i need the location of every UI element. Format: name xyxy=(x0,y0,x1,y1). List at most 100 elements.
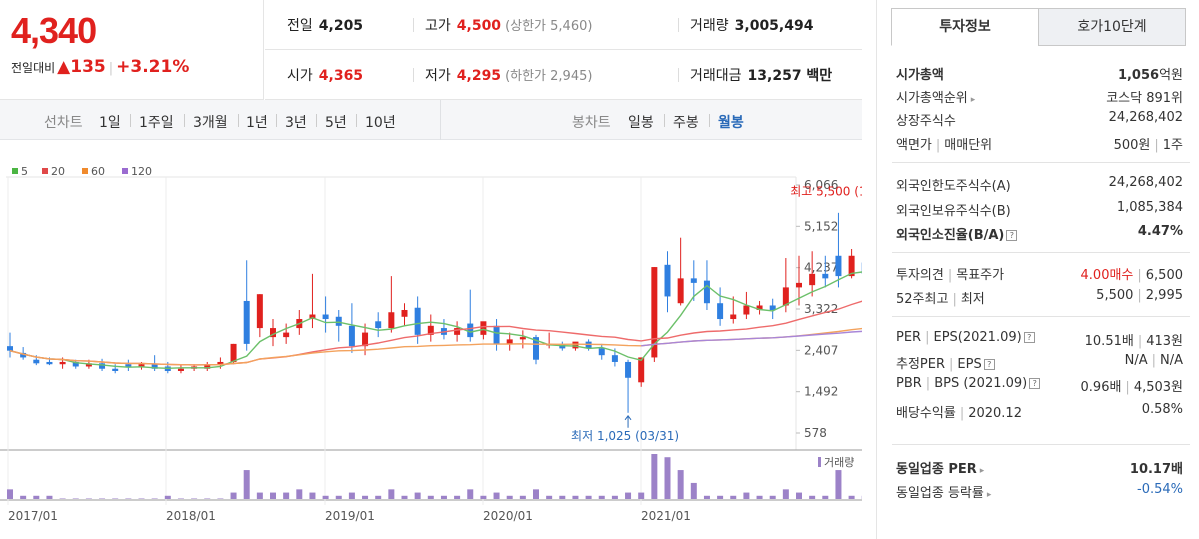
volume-bar xyxy=(559,495,566,499)
volume-bar xyxy=(717,495,724,499)
volume-bar xyxy=(59,498,66,499)
candle-weekly[interactable]: 주봉 xyxy=(673,115,699,131)
help-icon[interactable]: ? xyxy=(1006,230,1018,241)
candle-body xyxy=(59,361,66,365)
candle-monthly[interactable]: 월봉 xyxy=(718,115,744,131)
line-period-1w[interactable]: 1주일 xyxy=(139,115,174,131)
candle-body xyxy=(322,314,329,320)
line-period-3m[interactable]: 3개월 xyxy=(193,115,228,131)
x-tick-label: 2021/01 xyxy=(641,509,691,523)
line-period-10y[interactable]: 10년 xyxy=(365,115,396,131)
help-icon[interactable]: ? xyxy=(1029,378,1041,389)
change-label: 전일대비 xyxy=(11,61,56,75)
volume-bar xyxy=(454,495,461,499)
volume-bar xyxy=(822,495,829,499)
volume-bar xyxy=(256,492,263,499)
volume-bar xyxy=(270,492,276,499)
legend-label: 5 xyxy=(21,165,28,178)
candle-body xyxy=(533,337,539,360)
volume-bar xyxy=(769,495,776,499)
volume-bar xyxy=(796,492,802,499)
y-tick-label: 3,322 xyxy=(804,302,838,316)
help-icon[interactable]: ? xyxy=(1023,332,1035,343)
volume-bar xyxy=(217,498,224,499)
volume-bar xyxy=(388,489,395,499)
legend-swatch xyxy=(42,168,48,174)
day-low: 저가 4,295 (하한가 2,945) xyxy=(425,68,593,84)
volume-bar xyxy=(756,495,763,499)
volume-bar xyxy=(296,489,303,499)
y-tick-label: 1,492 xyxy=(804,385,838,399)
candle-body xyxy=(204,364,211,369)
candle-body xyxy=(677,278,684,304)
candle-body xyxy=(283,332,290,338)
volume-bar xyxy=(204,498,211,499)
chevron-right-icon[interactable]: ▸ xyxy=(979,466,985,476)
chevron-right-icon[interactable]: ▸ xyxy=(986,490,992,500)
candle-body xyxy=(690,278,697,283)
candle-body xyxy=(467,323,474,338)
volume-bar xyxy=(112,498,119,499)
candle-body xyxy=(112,368,119,371)
prev-close: 전일 4,205 xyxy=(287,18,364,34)
volume-bar xyxy=(85,498,92,499)
ma120-line xyxy=(641,330,862,347)
volume-bar xyxy=(322,495,329,499)
info-row: 투자의견 | 목표주가 4.00매수 | 6,500 xyxy=(896,268,1183,283)
legend-label: 60 xyxy=(91,165,105,178)
candle-body xyxy=(835,255,842,277)
candle-body xyxy=(217,361,224,365)
price-box: 4,340 전일대비 ▲135 | +3.21% xyxy=(0,0,264,100)
section-divider xyxy=(892,162,1190,163)
stock-chart[interactable]: 5 20 60 120 6,066 5,152 4,237 3,322 2,407 1,492 57… xyxy=(0,150,862,539)
y-tick-label: 2,407 xyxy=(804,343,838,357)
line-period-3y[interactable]: 3년 xyxy=(285,115,307,131)
volume-bar xyxy=(243,470,250,499)
info-row: 액면가 | 매매단위 500원 | 1주 xyxy=(896,138,1183,153)
info-row: 시가총액순위 ▸ 코스닥 891위 xyxy=(896,91,1183,106)
candle-body xyxy=(506,339,513,344)
volume-bar xyxy=(138,498,145,499)
candle-body xyxy=(743,305,750,315)
candle-daily[interactable]: 일봉 xyxy=(628,115,654,131)
candle-body xyxy=(572,341,579,349)
volume-bar xyxy=(335,495,342,499)
volume-bar xyxy=(664,457,671,499)
volume-bar xyxy=(375,495,382,499)
change-pct: +3.21% xyxy=(116,57,190,77)
candle-body xyxy=(177,368,184,371)
section-divider xyxy=(892,444,1190,445)
info-row: 시가총액 1,056억원 xyxy=(896,68,1183,83)
help-icon[interactable]: ? xyxy=(983,359,995,370)
line-period-1d[interactable]: 1일 xyxy=(99,115,121,131)
volume-bar xyxy=(572,495,579,499)
y-tick-label: 6,066 xyxy=(804,178,838,192)
up-arrow-icon: ▲ xyxy=(57,57,71,77)
volume-bar xyxy=(191,498,198,499)
info-row: 동일업종 등락률 ▸ -0.54% xyxy=(896,482,1183,501)
candle-body xyxy=(388,312,395,329)
candle-body xyxy=(348,325,355,347)
tab-investment-info[interactable]: 투자정보 xyxy=(891,8,1039,46)
info-row: 외국인보유주식수(B) 1,085,384 xyxy=(896,200,1183,219)
volume-bar xyxy=(848,495,855,499)
candle-body xyxy=(99,363,106,369)
current-price: 4,340 xyxy=(11,10,97,51)
volume-bar xyxy=(651,454,658,499)
x-tick-label: 2017/01 xyxy=(8,509,58,523)
info-tabs: 투자정보 호가10단계 xyxy=(891,8,1186,46)
y-tick-label: 4,237 xyxy=(804,261,838,275)
candle-body xyxy=(375,321,382,329)
volume-bar xyxy=(401,495,408,499)
chevron-right-icon[interactable]: ▸ xyxy=(970,95,976,105)
open-price: 시가 4,365 xyxy=(287,68,364,84)
ma20-line xyxy=(9,300,862,366)
info-row: 52주최고 | 최저 5,500 | 2,995 xyxy=(896,288,1183,307)
line-period-1y[interactable]: 1년 xyxy=(246,115,268,131)
volume-bar xyxy=(72,498,79,499)
volume-bar xyxy=(230,492,237,499)
candle-body xyxy=(585,341,592,349)
line-period-5y[interactable]: 5년 xyxy=(325,115,347,131)
tab-order-book[interactable]: 호가10단계 xyxy=(1038,8,1186,46)
legend-swatch xyxy=(82,168,88,174)
